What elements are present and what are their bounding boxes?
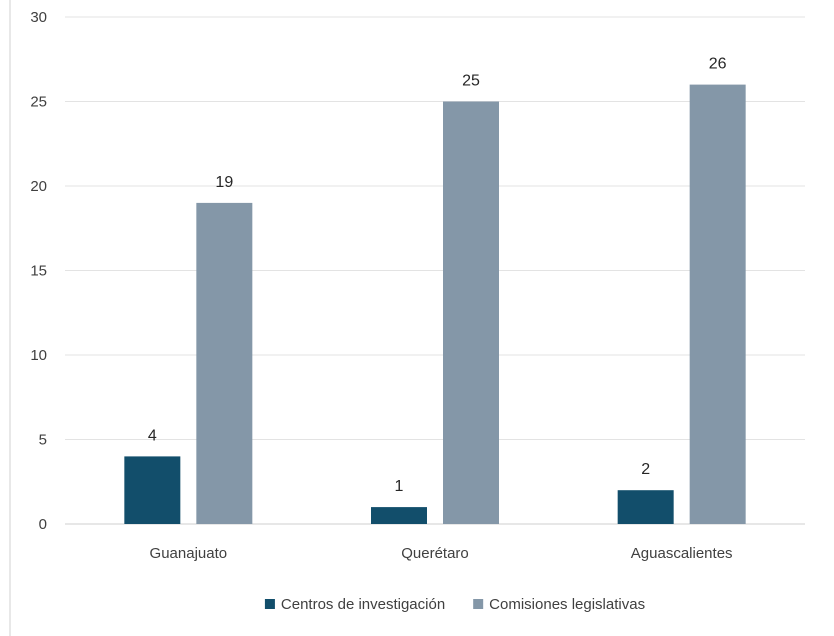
bar [124, 456, 181, 524]
bars [124, 84, 746, 524]
data-label: 1 [395, 478, 404, 495]
bar [617, 490, 674, 524]
x-category-label: Querétaro [401, 545, 469, 562]
gridlines [65, 16, 805, 525]
x-category-label: Guanajuato [150, 545, 228, 562]
y-tick-label: 25 [30, 94, 47, 111]
bar [196, 202, 253, 524]
legend-label: Comisiones legislativas [489, 596, 645, 613]
legend-swatch [473, 599, 484, 609]
data-label: 25 [462, 73, 480, 90]
x-axis: Guanajuato Querétaro Aguascalientes [150, 545, 733, 562]
bar [371, 507, 427, 524]
y-tick-label: 15 [30, 263, 47, 280]
y-tick-label: 20 [30, 178, 47, 195]
data-label: 19 [215, 174, 233, 191]
legend-label: Centros de investigación [281, 596, 445, 613]
data-label: 2 [641, 461, 650, 478]
bar [689, 84, 746, 524]
x-category-label: Aguascalientes [631, 545, 733, 562]
data-label: 4 [148, 427, 157, 444]
y-axis: 0 5 10 15 20 25 30 [30, 9, 47, 533]
bar [443, 101, 499, 524]
data-label: 26 [709, 56, 727, 73]
y-tick-label: 5 [39, 432, 47, 449]
y-tick-label: 30 [30, 9, 47, 26]
legend: Centros de investigación Comisiones legis… [264, 596, 645, 613]
data-labels: 4 19 1 25 2 26 [148, 56, 727, 496]
legend-swatch [264, 599, 275, 609]
y-tick-label: 0 [39, 516, 47, 533]
y-tick-label: 10 [30, 347, 47, 364]
